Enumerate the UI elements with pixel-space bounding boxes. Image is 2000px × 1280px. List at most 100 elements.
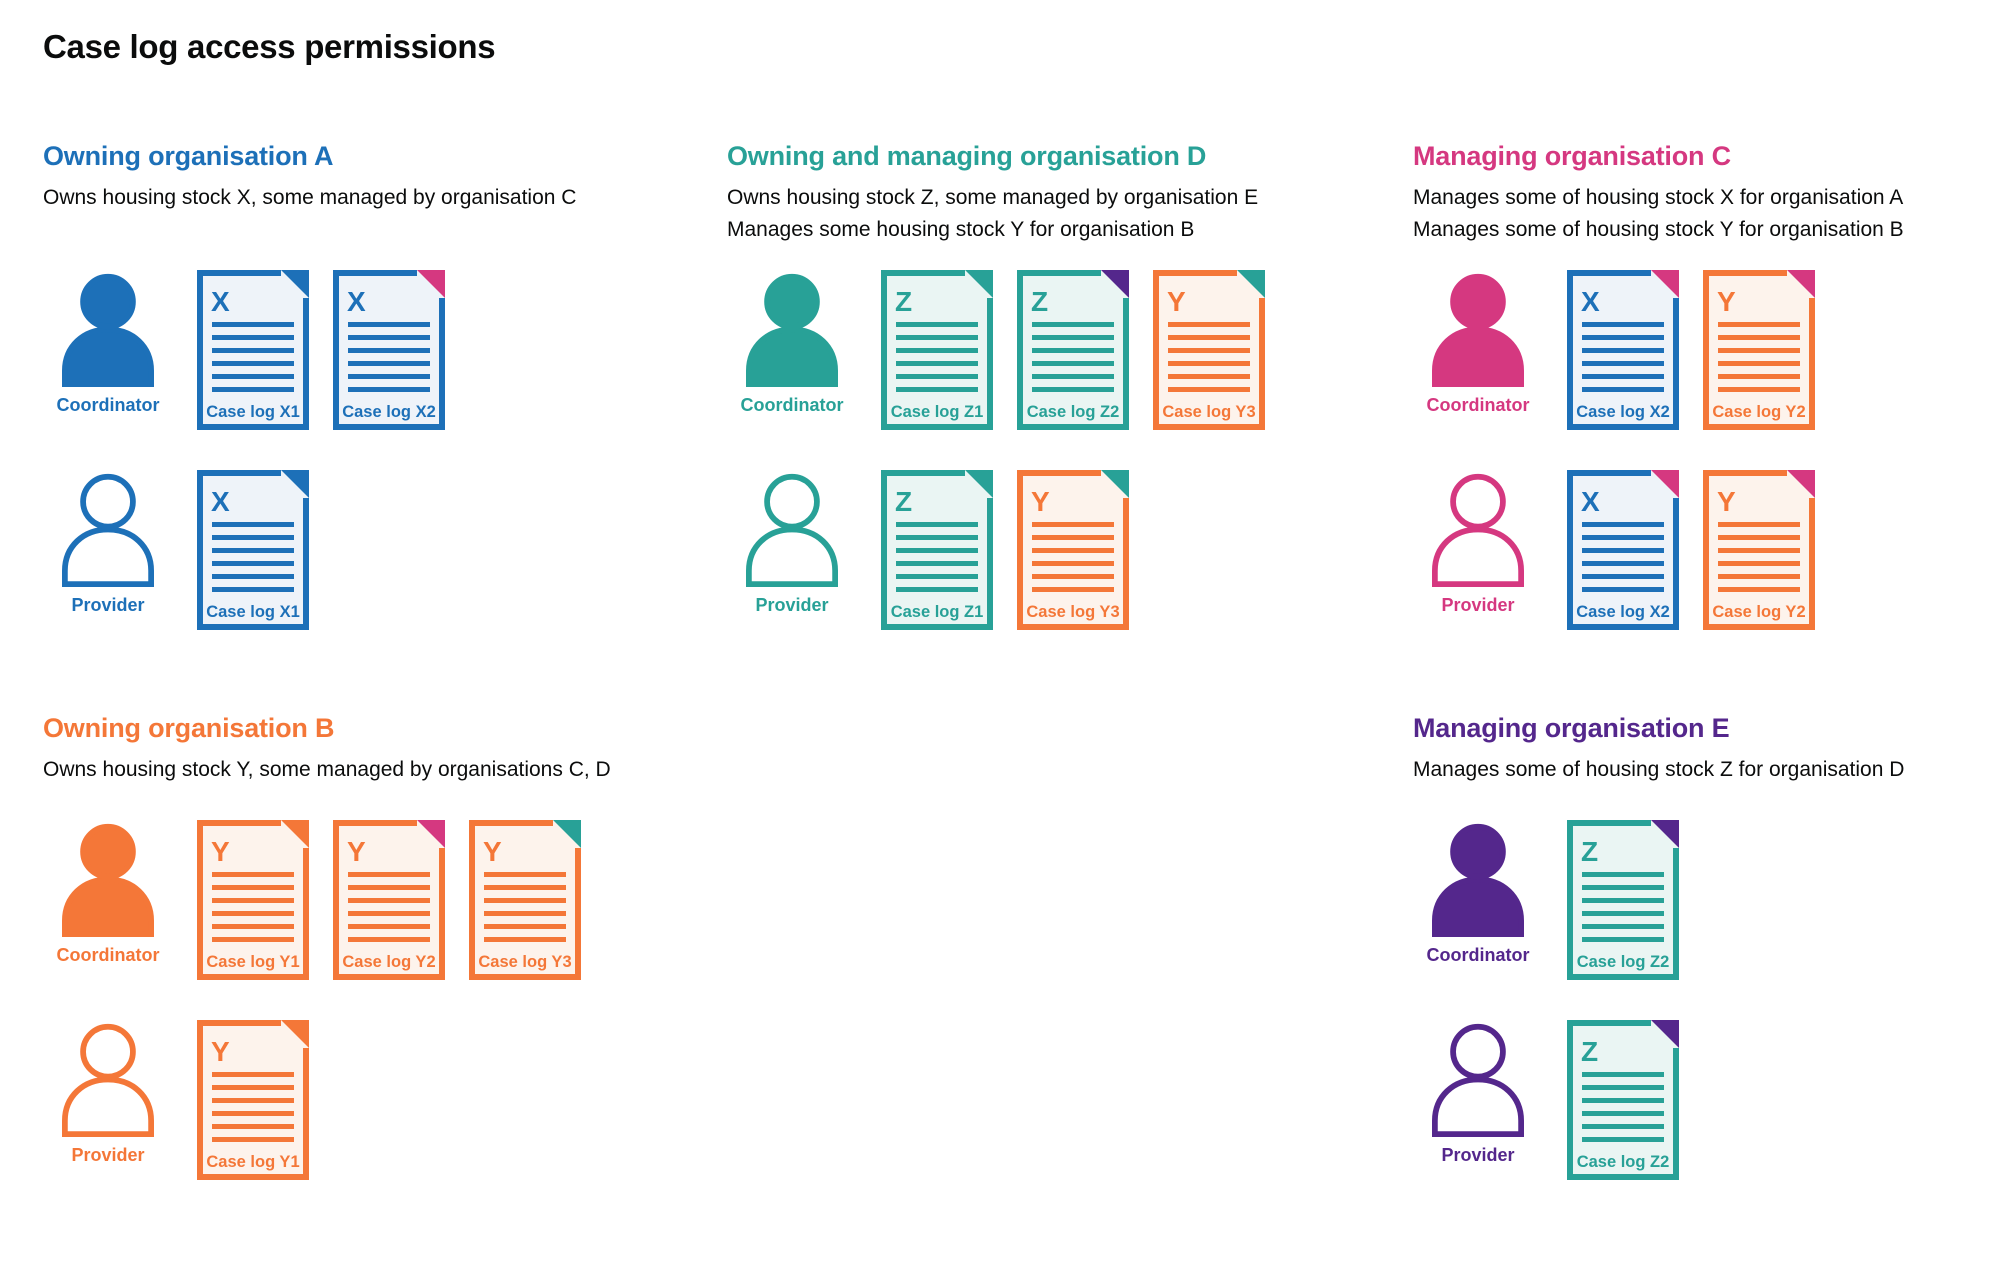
role-label: Coordinator (1426, 395, 1530, 415)
role-label: Provider (755, 595, 829, 615)
person-rows: Coordinator X Case log X2 Y Case log Y2 Provi… (1413, 270, 1904, 630)
folded-corner-icon (1651, 1020, 1679, 1048)
case-log-label: Case log Y2 (1712, 403, 1805, 421)
folded-corner-icon (553, 820, 581, 848)
stock-letter: Y (483, 836, 502, 867)
case-log-document-icon: X Case log X1 (197, 270, 309, 430)
coordinator-person: Coordinator (1413, 820, 1543, 966)
stock-letter: Y (211, 836, 230, 867)
case-log-label: Case log Z2 (1577, 1153, 1670, 1171)
provider-person: Provider (43, 470, 173, 616)
provider-icon (1432, 1023, 1524, 1137)
stock-letter: Z (895, 486, 912, 517)
person-rows: Coordinator Z Case log Z1 Z Case log Z2 Y Case… (727, 270, 1265, 630)
section-description: Owns housing stock X, some managed by or… (43, 182, 576, 258)
section-owning-organisation-b: Owning organisation B Owns housing stock … (43, 712, 611, 1180)
section-description: Manages some of housing stock Z for orga… (1413, 754, 1904, 808)
section-owning-and-managing-organisation-d: Owning and managing organisation D Owns h… (727, 140, 1265, 630)
coordinator-icon (62, 273, 154, 387)
section-title: Managing organisation C (1413, 141, 1731, 171)
coordinator-icon (62, 823, 154, 937)
folded-corner-icon (281, 270, 309, 298)
section-description-line: Manages some housing stock Y for organis… (727, 218, 1195, 241)
folded-corner-icon (1787, 470, 1815, 498)
role-label: Coordinator (1426, 945, 1530, 965)
provider-person: Provider (43, 1020, 173, 1166)
stock-letter: Y (1167, 286, 1186, 317)
stock-letter: X (211, 486, 230, 517)
case-log-label: Case log Y3 (1026, 603, 1119, 621)
section-description-line: Owns housing stock Z, some managed by or… (727, 186, 1259, 209)
case-log-label: Case log Z1 (891, 603, 984, 621)
person-rows: Coordinator Y Case log Y1 Y Case log Y2 Y Case… (43, 820, 611, 1180)
section-owning-organisation-a: Owning organisation A Owns housing stock … (43, 140, 576, 630)
coordinator-icon (1432, 823, 1524, 937)
case-log-label: Case log Z2 (1577, 953, 1670, 971)
case-log-label: Case log X2 (1576, 603, 1670, 621)
case-log-label: Case log Y1 (206, 1153, 299, 1171)
provider-person: Provider (1413, 1020, 1543, 1166)
folded-corner-icon (1651, 820, 1679, 848)
section-description-line: Manages some of housing stock Y for orga… (1413, 218, 1904, 241)
case-log-document-icon: X Case log X2 (1567, 270, 1679, 430)
role-label: Provider (71, 1145, 145, 1165)
folded-corner-icon (965, 470, 993, 498)
page-title: Case log access permissions (43, 28, 496, 65)
case-log-label: Case log Y2 (342, 953, 435, 971)
folded-corner-icon (1787, 270, 1815, 298)
provider-person: Provider (1413, 470, 1543, 616)
coordinator-person: Coordinator (1413, 270, 1543, 416)
section-description: Manages some of housing stock X for orga… (1413, 182, 1904, 258)
stock-letter: Y (1717, 486, 1736, 517)
role-label: Provider (1441, 595, 1515, 615)
section-description: Owns housing stock Y, some managed by or… (43, 754, 611, 808)
section-description-line: Manages some of housing stock X for orga… (1413, 186, 1904, 209)
case-log-document-icon: Y Case log Y2 (333, 820, 445, 980)
folded-corner-icon (1651, 270, 1679, 298)
stock-letter: Y (1031, 486, 1050, 517)
folded-corner-icon (1651, 470, 1679, 498)
case-log-label: Case log Y2 (1712, 603, 1805, 621)
role-label: Coordinator (56, 945, 160, 965)
provider-row: Provider Z Case log Z2 (1413, 1020, 1904, 1180)
provider-row: Provider X Case log X1 (43, 470, 576, 630)
case-log-document-icon: Z Case log Z1 (881, 470, 993, 630)
section-description-line: Owns housing stock X, some managed by or… (43, 186, 577, 209)
role-label: Provider (71, 595, 145, 615)
section-title: Owning and managing organisation D (727, 141, 1207, 171)
folded-corner-icon (281, 820, 309, 848)
folded-corner-icon (281, 1020, 309, 1048)
coordinator-person: Coordinator (43, 270, 173, 416)
provider-icon (746, 473, 838, 587)
case-log-document-icon: X Case log X2 (1567, 470, 1679, 630)
coordinator-row: Coordinator X Case log X2 Y Case log Y2 (1413, 270, 1904, 430)
person-rows: Coordinator Z Case log Z2 Provider Z Case log… (1413, 820, 1904, 1180)
stock-letter: X (1581, 286, 1600, 317)
folded-corner-icon (1237, 270, 1265, 298)
case-log-document-icon: Z Case log Z2 (1567, 820, 1679, 980)
case-log-document-icon: Y Case log Y1 (197, 1020, 309, 1180)
provider-row: Provider Z Case log Z1 Y Case log Y3 (727, 470, 1265, 630)
case-log-document-icon: Z Case log Z2 (1017, 270, 1129, 430)
case-log-document-icon: Z Case log Z1 (881, 270, 993, 430)
folded-corner-icon (1101, 270, 1129, 298)
stock-letter: Y (347, 836, 366, 867)
provider-icon (62, 1023, 154, 1137)
section-managing-organisation-e: Managing organisation E Manages some of h… (1413, 712, 1904, 1180)
provider-row: Provider Y Case log Y1 (43, 1020, 611, 1180)
provider-icon (62, 473, 154, 587)
stock-letter: Z (1031, 286, 1048, 317)
case-log-label: Case log Y1 (206, 953, 299, 971)
section-title: Owning organisation A (43, 141, 334, 171)
coordinator-icon (746, 273, 838, 387)
case-log-document-icon: Y Case log Y3 (469, 820, 581, 980)
case-log-label: Case log Z1 (891, 403, 984, 421)
folded-corner-icon (1101, 470, 1129, 498)
case-log-document-icon: Z Case log Z2 (1567, 1020, 1679, 1180)
case-log-label: Case log X1 (206, 403, 300, 421)
stock-letter: X (211, 286, 230, 317)
section-managing-organisation-c: Managing organisation C Manages some of h… (1413, 140, 1904, 630)
folded-corner-icon (417, 270, 445, 298)
case-log-document-icon: Y Case log Y3 (1153, 270, 1265, 430)
case-log-document-icon: Y Case log Y3 (1017, 470, 1129, 630)
